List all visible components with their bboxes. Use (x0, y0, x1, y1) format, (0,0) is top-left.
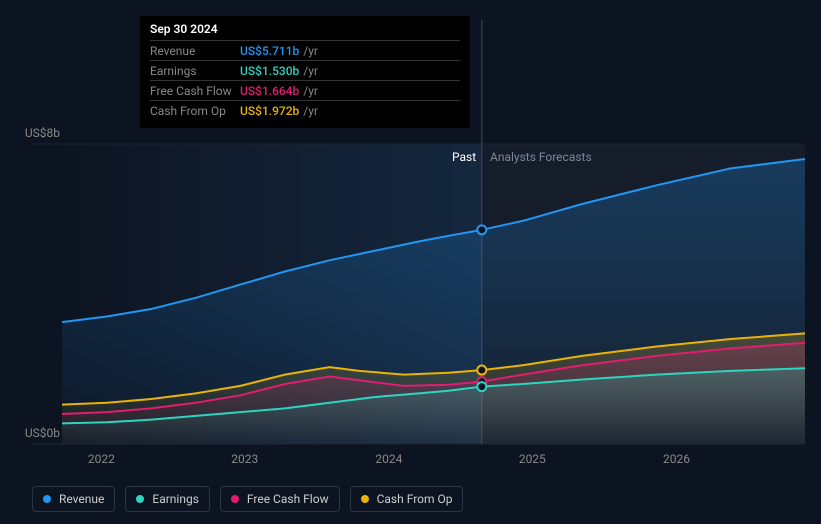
tooltip-unit: /yr (303, 64, 318, 78)
legend-label: Cash From Op (377, 492, 453, 506)
tooltip-unit: /yr (303, 44, 318, 58)
tooltip-value: US$1.664b (240, 84, 299, 98)
chart-legend: Revenue Earnings Free Cash Flow Cash From O… (32, 486, 463, 512)
y-axis-label: US$0b (25, 426, 60, 440)
marker-dot-revenue (477, 225, 486, 234)
legend-item-free_cash_flow[interactable]: Free Cash Flow (220, 486, 340, 512)
tooltip-value: US$5.711b (240, 44, 299, 58)
tooltip-row: RevenueUS$5.711b/yr (150, 40, 460, 60)
tooltip-label: Earnings (150, 64, 240, 78)
x-axis-label: 2022 (88, 452, 115, 466)
tooltip-row: EarningsUS$1.530b/yr (150, 60, 460, 80)
marker-dot-cash_from_op (477, 366, 486, 375)
past-label: Past (452, 150, 476, 164)
legend-label: Revenue (59, 492, 104, 506)
y-axis-label: US$8b (25, 126, 60, 140)
tooltip-value: US$1.972b (240, 104, 299, 118)
legend-item-revenue[interactable]: Revenue (32, 486, 115, 512)
tooltip-label: Cash From Op (150, 104, 240, 118)
tooltip-date: Sep 30 2024 (150, 22, 460, 40)
x-axis-label: 2024 (375, 452, 402, 466)
tooltip-label: Revenue (150, 44, 240, 58)
legend-dot-icon (231, 495, 239, 503)
tooltip-label: Free Cash Flow (150, 84, 240, 98)
tooltip-row: Cash From OpUS$1.972b/yr (150, 100, 460, 120)
legend-dot-icon (136, 495, 144, 503)
legend-dot-icon (361, 495, 369, 503)
tooltip-unit: /yr (303, 84, 318, 98)
legend-item-earnings[interactable]: Earnings (125, 486, 210, 512)
chart-tooltip: Sep 30 2024 RevenueUS$5.711b/yrEarningsU… (140, 16, 470, 128)
legend-label: Earnings (152, 492, 199, 506)
forecast-label: Analysts Forecasts (490, 150, 592, 164)
x-axis-label: 2025 (519, 452, 546, 466)
tooltip-unit: /yr (303, 104, 318, 118)
legend-label: Free Cash Flow (247, 492, 329, 506)
legend-dot-icon (43, 495, 51, 503)
marker-dot-earnings (477, 382, 486, 391)
x-axis-label: 2026 (663, 452, 690, 466)
legend-item-cash_from_op[interactable]: Cash From Op (350, 486, 464, 512)
x-axis-label: 2023 (231, 452, 258, 466)
chart-container: Sep 30 2024 RevenueUS$5.711b/yrEarningsU… (16, 0, 805, 524)
tooltip-value: US$1.530b (240, 64, 299, 78)
tooltip-row: Free Cash FlowUS$1.664b/yr (150, 80, 460, 100)
